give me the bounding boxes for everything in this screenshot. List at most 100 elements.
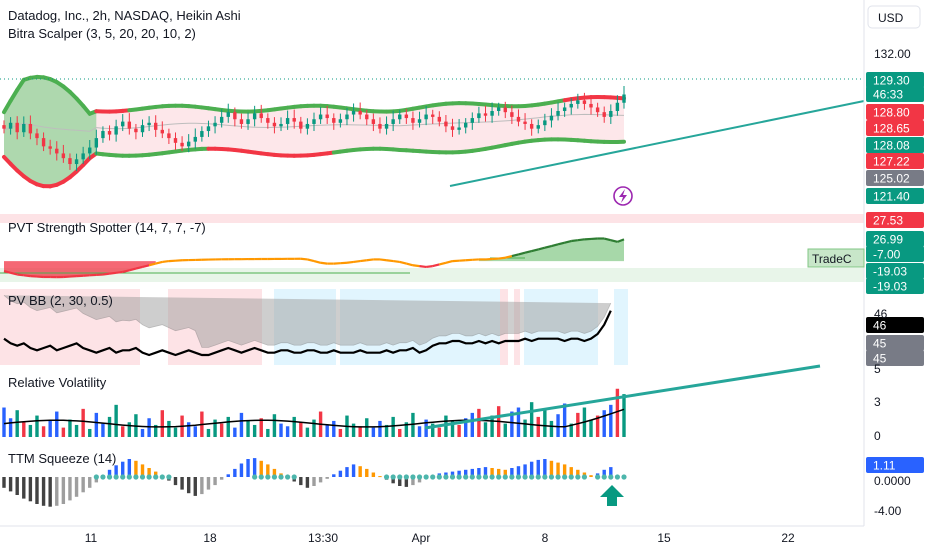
- candle: [128, 122, 131, 129]
- currency-button[interactable]: USD: [868, 6, 920, 28]
- x-tick-label: 13:30: [308, 531, 338, 545]
- ttm-squeeze-dot: [483, 474, 488, 479]
- ttm-squeeze-dot: [470, 474, 475, 479]
- ttm-squeeze-dot: [285, 474, 290, 479]
- candle: [457, 128, 460, 130]
- candle: [279, 124, 282, 126]
- ttm-squeeze-dot: [555, 474, 560, 479]
- rv-bar: [29, 425, 32, 437]
- rv-bar: [543, 410, 546, 437]
- candle: [22, 124, 25, 132]
- rv-bar: [576, 413, 579, 437]
- ttm-bar: [332, 474, 335, 477]
- candle: [471, 118, 474, 123]
- ttm-squeeze-dot: [410, 474, 415, 479]
- candle: [75, 159, 78, 164]
- tag-label: 128.80: [873, 106, 910, 120]
- rv-bar: [273, 414, 276, 437]
- candle: [95, 138, 98, 147]
- ttm-squeeze-dot: [140, 474, 145, 479]
- pvt-line: [571, 240, 578, 241]
- candle: [477, 113, 480, 118]
- candle: [438, 117, 441, 122]
- ttm-bar: [306, 477, 309, 488]
- ttm-squeeze-dot: [476, 474, 481, 479]
- rv-bar: [306, 428, 309, 437]
- rv-bar: [372, 428, 375, 437]
- candle: [352, 111, 355, 115]
- ttm-bar: [68, 477, 71, 500]
- rv-bar: [55, 412, 58, 437]
- rv-bar: [227, 417, 230, 437]
- ttm-squeeze-dot: [463, 474, 468, 479]
- ttm-bar: [325, 477, 328, 479]
- rv-bar: [523, 420, 526, 437]
- candle: [398, 115, 401, 120]
- ttm-bar: [128, 459, 131, 477]
- chart-title: Datadog, Inc., 2h, NASDAQ, Heikin Ashi: [8, 8, 241, 23]
- ttm-tag: 1.11: [866, 457, 924, 473]
- candle: [431, 115, 434, 117]
- candle: [609, 111, 612, 117]
- candle: [227, 112, 230, 117]
- pvt-line: [393, 261, 400, 262]
- tag-label: 46:33: [873, 88, 903, 102]
- rv-title[interactable]: Relative Volatility: [8, 375, 107, 390]
- ttm-bar: [207, 477, 210, 490]
- pvbb-title[interactable]: PV BB (2, 30, 0.5): [8, 293, 113, 308]
- candle: [556, 111, 559, 116]
- rv-bar: [101, 424, 104, 437]
- candle: [312, 119, 315, 124]
- ttm-bar: [81, 477, 84, 492]
- rv-bar: [352, 424, 355, 437]
- candle: [286, 118, 289, 124]
- pvt-tag: -19.03: [866, 278, 924, 294]
- pvt-line: [413, 265, 420, 266]
- ttm-squeeze-dot: [127, 474, 132, 479]
- ttm-squeeze-dot: [595, 474, 600, 479]
- candle: [134, 129, 137, 133]
- ttm-bar: [42, 477, 45, 506]
- candle: [497, 107, 500, 111]
- ttm-squeeze-dot: [489, 474, 494, 479]
- rv-bar: [42, 426, 45, 437]
- ttm-title[interactable]: TTM Squeeze (14): [8, 451, 116, 466]
- pvbb-tag: 45: [866, 335, 924, 351]
- tag-label: 26.99: [873, 233, 903, 247]
- rv-bar: [378, 421, 381, 437]
- indicator-title[interactable]: Bitra Scalper (3, 5, 20, 20, 10, 2): [8, 26, 196, 41]
- tradec-watermark: TradeC: [808, 249, 864, 267]
- rv-bar: [398, 429, 401, 437]
- rv-bar: [609, 405, 612, 437]
- candle: [35, 133, 38, 138]
- rv-bar: [457, 425, 460, 437]
- rv-bar: [279, 424, 282, 437]
- rv-bar: [556, 414, 559, 437]
- rv-bar: [563, 404, 566, 438]
- rv-bar: [75, 425, 78, 437]
- candle: [141, 125, 144, 132]
- pvt-title[interactable]: PVT Strength Spotter (14, 7, 7, -7): [8, 220, 206, 235]
- rv-bar: [418, 426, 421, 437]
- rv-bar: [9, 418, 12, 437]
- candle: [345, 115, 348, 120]
- rv-bar: [233, 428, 236, 437]
- ttm-squeeze-dot: [133, 474, 138, 479]
- rv-bar: [240, 413, 243, 437]
- price-tag: 129.30: [866, 72, 924, 88]
- candle: [161, 130, 164, 134]
- ttm-bar: [35, 477, 38, 504]
- candle: [490, 111, 493, 116]
- candle: [200, 131, 203, 137]
- rv-tick: 3: [874, 395, 881, 409]
- rv-bar: [312, 420, 315, 437]
- candle: [339, 119, 342, 123]
- rv-bar: [22, 422, 25, 437]
- candle: [260, 113, 263, 118]
- candle: [167, 133, 170, 138]
- pvt-line: [321, 263, 328, 264]
- candle: [537, 125, 540, 129]
- tag-label: 129.30: [873, 74, 910, 88]
- ttm-squeeze-dot: [516, 474, 521, 479]
